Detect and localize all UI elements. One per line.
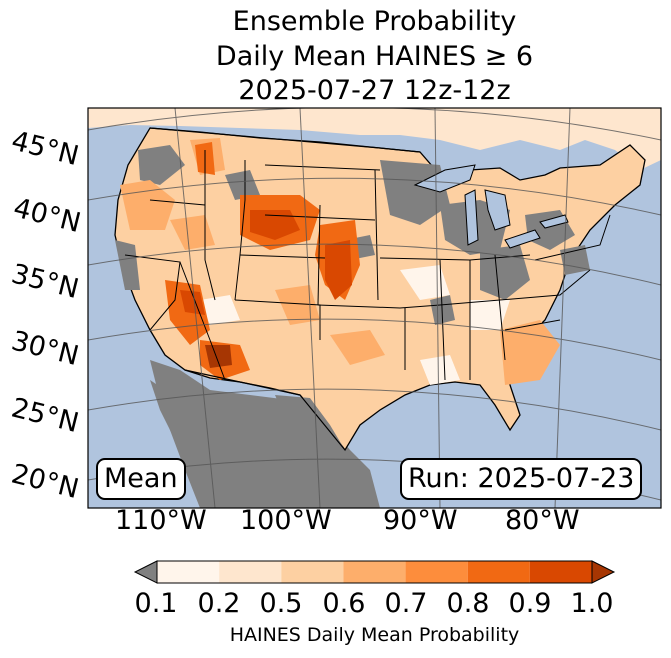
lon-label-80: 80°W xyxy=(505,505,580,536)
colorbar-tick: 0.2 xyxy=(197,588,241,619)
colorbar-segment xyxy=(157,561,220,583)
colorbar-tick: 1.0 xyxy=(570,588,614,619)
colorbar-tick: 0.8 xyxy=(446,588,490,619)
colorbar-label: HAINES Daily Mean Probability xyxy=(229,624,520,646)
colorbar-over-arrow xyxy=(591,560,616,584)
very-high-probability-areas xyxy=(180,210,352,315)
map-frame xyxy=(87,107,662,509)
colorbar-tick: 0.1 xyxy=(134,588,178,619)
colorbar-segment xyxy=(343,561,406,583)
state-borders xyxy=(124,150,611,381)
mean-label: Mean xyxy=(96,458,186,500)
run-label: Run: 2025-07-23 xyxy=(400,458,643,500)
great-lakes xyxy=(413,164,569,249)
colorbar-tick: 0.9 xyxy=(508,588,552,619)
lon-label-90: 90°W xyxy=(383,505,458,536)
lon-label-100: 100°W xyxy=(240,505,332,536)
canada-land xyxy=(88,108,661,170)
colorbar-segment xyxy=(529,561,592,583)
title-line-3: 2025-07-27 12z-12z xyxy=(238,75,511,106)
baja-land xyxy=(150,380,200,470)
colorbar-segment xyxy=(281,561,344,583)
colorbar-tick: 0.7 xyxy=(384,588,428,619)
colorbar xyxy=(133,560,616,584)
colorbar-segment xyxy=(405,561,468,583)
national-borders xyxy=(149,127,421,451)
colorbar-segment xyxy=(467,561,530,583)
colorbar-frame xyxy=(156,560,593,584)
mexico-land xyxy=(150,360,380,508)
colorbar-segment xyxy=(219,561,282,583)
title-line-1: Ensemble Probability xyxy=(232,6,517,37)
colorbar-tick: 0.6 xyxy=(322,588,366,619)
title-line-2: Daily Mean HAINES ≥ 6 xyxy=(215,41,534,72)
colorbar-tick: 0.5 xyxy=(259,588,303,619)
colorbar-under-arrow xyxy=(133,560,158,584)
lon-label-110: 110°W xyxy=(115,505,207,536)
max-probability-areas xyxy=(205,345,232,368)
